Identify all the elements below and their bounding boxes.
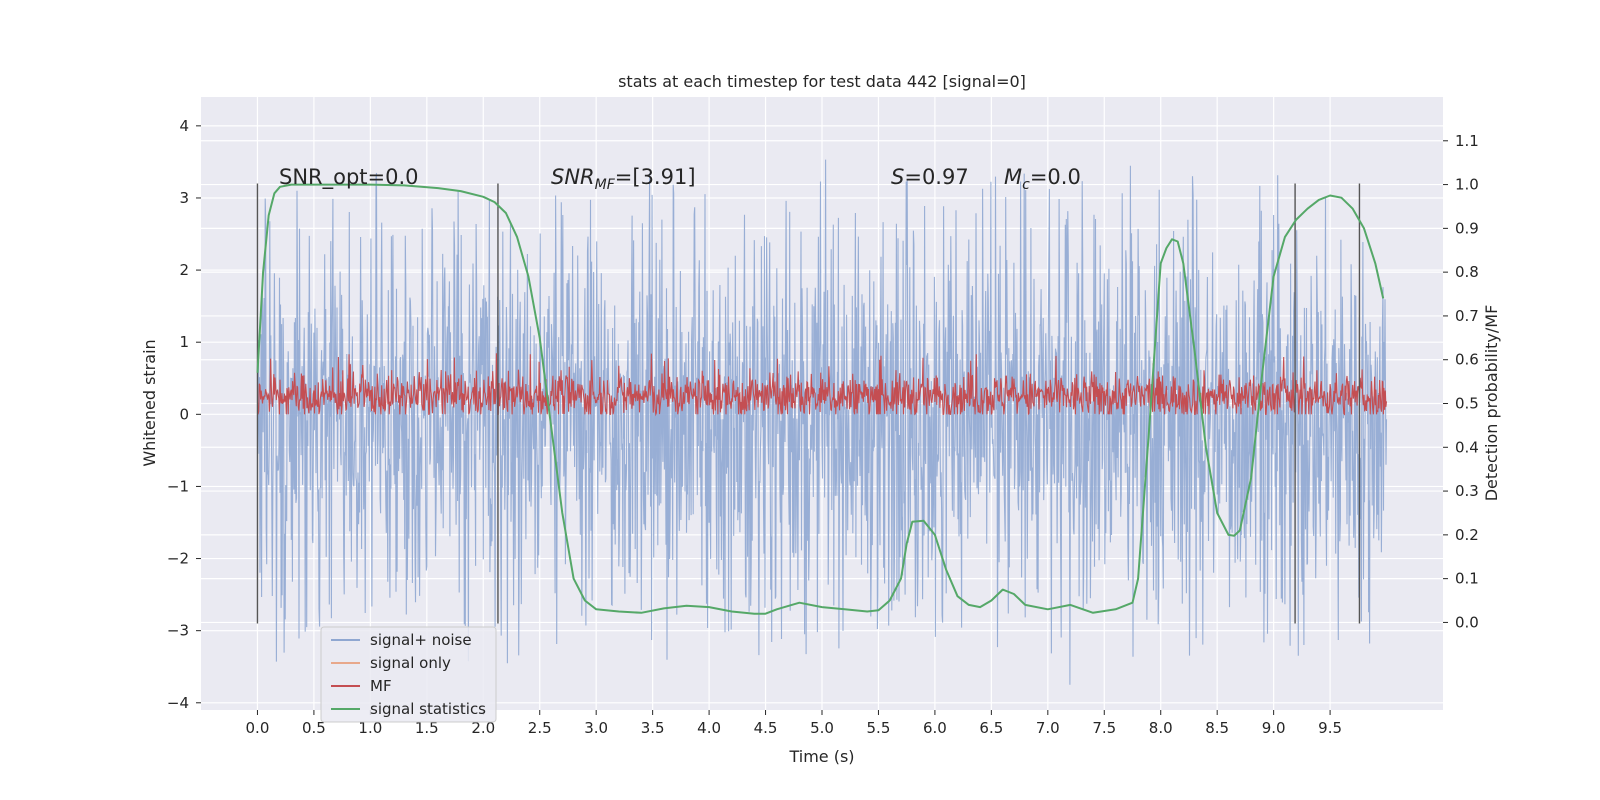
y2-tick-label: 0.7 xyxy=(1455,307,1479,325)
x-tick-label: 2.0 xyxy=(471,719,495,737)
annotation-snr-mf-value: =[3.91] xyxy=(615,165,696,189)
y-axis-title: Whitened strain xyxy=(140,339,159,466)
legend-label-noise: signal+ noise xyxy=(370,631,472,649)
x-tick-label: 9.5 xyxy=(1318,719,1342,737)
annotation-mc: Mc=0.0 xyxy=(1004,165,1081,193)
legend-box xyxy=(320,626,497,723)
x-tick-label: 3.0 xyxy=(584,719,608,737)
chart-title: stats at each timestep for test data 442… xyxy=(618,72,1026,91)
x-tick-label: 2.5 xyxy=(528,719,552,737)
x-tick-label: 8.0 xyxy=(1149,719,1173,737)
x-tick-label: 1.5 xyxy=(415,719,439,737)
y2-tick-label: 0.3 xyxy=(1455,482,1479,500)
annotation-snr-mf-symbol: SNR xyxy=(551,165,595,189)
y2-tick-label: 0.2 xyxy=(1455,526,1479,544)
annotation-mc-value: =0.0 xyxy=(1030,165,1081,189)
y-tick-label: 3 xyxy=(179,189,189,207)
y-tick-label: −1 xyxy=(167,477,189,495)
annotation-snr-opt: SNR_opt=0.0 xyxy=(279,165,419,190)
y2-tick-label: 0.5 xyxy=(1455,395,1479,413)
x-tick-label: 6.5 xyxy=(979,719,1003,737)
annotation-s-symbol: S xyxy=(891,165,904,189)
x-tick-label: 6.0 xyxy=(923,719,947,737)
annotation-s: S=0.97 xyxy=(891,165,969,189)
x-tick-label: 0.0 xyxy=(246,719,270,737)
y-tick-label: 1 xyxy=(179,333,189,351)
annotations: SNR_opt=0.0 SNRMF=[3.91] S=0.97 Mc=0.0 xyxy=(279,165,1081,193)
y2-tick-label: 0.4 xyxy=(1455,438,1479,456)
x-tick-label: 4.5 xyxy=(754,719,778,737)
x-tick-label: 7.5 xyxy=(1092,719,1116,737)
y-tick-label: 0 xyxy=(179,405,189,423)
legend-label-signal-only: signal only xyxy=(370,654,451,672)
x-tick-label: 7.0 xyxy=(1036,719,1060,737)
legend: signal+ noise signal only MF signal stat… xyxy=(320,626,497,723)
axis-layer: 0.0 0.5 1.0 1.5 2.0 2.5 3.0 3.5 4.0 4.5 5.0 5.5 6.0 6… xyxy=(167,117,1479,737)
legend-label-signal-statistics: signal statistics xyxy=(370,700,486,718)
legend-label-mf: MF xyxy=(370,677,392,695)
annotation-s-value: =0.97 xyxy=(904,165,968,189)
x-axis-title: Time (s) xyxy=(788,747,854,766)
y2-tick-label: 0.9 xyxy=(1455,219,1479,237)
x-tick-label: 0.5 xyxy=(302,719,326,737)
y2-tick-label: 1.0 xyxy=(1455,176,1479,194)
y-tick-label: 4 xyxy=(179,117,189,135)
y-tick-label: 2 xyxy=(179,261,189,279)
y2-axis-title: Detection probability/MF xyxy=(1482,305,1501,502)
x-tick-label: 5.5 xyxy=(867,719,891,737)
x-tick-label: 5.0 xyxy=(810,719,834,737)
y2-tick-label: 1.1 xyxy=(1455,132,1479,150)
x-tick-label: 8.5 xyxy=(1205,719,1229,737)
x-tick-label: 1.0 xyxy=(358,719,382,737)
series-signal-statistics xyxy=(256,183,1385,615)
annotation-mc-symbol: M xyxy=(1004,165,1022,189)
y2-tick-label: 0.0 xyxy=(1455,613,1479,631)
annotation-mc-subscript: c xyxy=(1022,177,1030,193)
y2-tick-label: 0.1 xyxy=(1455,570,1479,588)
y-tick-label: −2 xyxy=(167,550,189,568)
y-tick-label: −3 xyxy=(167,622,189,640)
y2-tick-label: 0.6 xyxy=(1455,351,1479,369)
y-tick-label: −4 xyxy=(167,694,189,712)
annotation-snr-mf-subscript: MF xyxy=(595,177,616,193)
x-tick-label: 9.0 xyxy=(1262,719,1286,737)
plot-layer xyxy=(256,159,1388,685)
x-tick-label: 3.5 xyxy=(641,719,665,737)
y2-tick-label: 0.8 xyxy=(1455,263,1479,281)
annotation-snr-mf: SNRMF=[3.91] xyxy=(551,165,696,193)
x-tick-label: 4.0 xyxy=(697,719,721,737)
